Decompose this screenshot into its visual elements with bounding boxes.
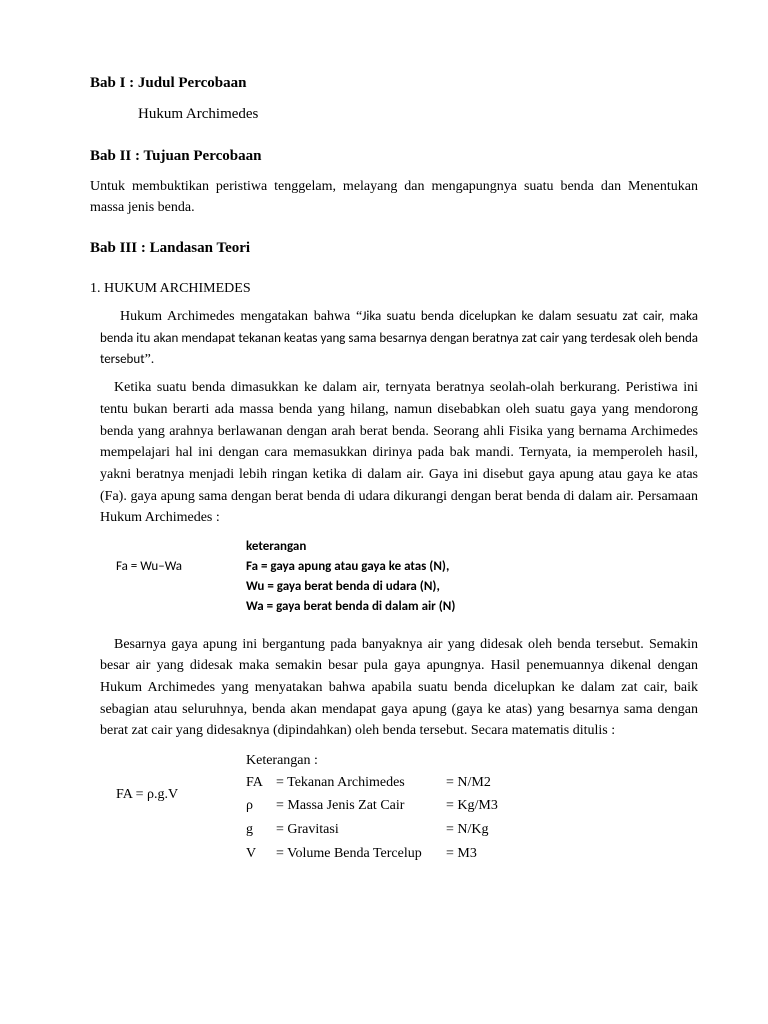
eq2-row-1: FA = Tekanan Archimedes = N/M2 <box>246 772 698 794</box>
eq1-row-3: Wa = gaya berat benda di dalam air (N) <box>246 597 698 617</box>
eq2-r2-def: = Massa Jenis Zat Cair <box>276 795 446 817</box>
eq1-keterangan: keterangan Fa = gaya apung atau gaya ke … <box>246 537 698 618</box>
eq1-row-2: Wu = gaya berat benda di udara (N), <box>246 577 698 597</box>
eq1-row-1: Fa = gaya apung atau gaya ke atas (N), <box>246 557 698 577</box>
eq1-formula: Fa = Wu–Wa <box>116 537 246 577</box>
content-bab2: Untuk membuktikan peristiwa tenggelam, m… <box>90 176 698 219</box>
eq2-r4-unit: = M3 <box>446 843 516 865</box>
eq2-ket-label: Keterangan : <box>246 750 698 772</box>
paragraph-2: Ketika suatu benda dimasukkan ke dalam a… <box>90 377 698 529</box>
content-bab1: Hukum Archimedes <box>90 103 698 126</box>
section-bab2: Bab II : Tujuan Percobaan Untuk membukti… <box>90 145 698 220</box>
subheading-hukum: 1. HUKUM ARCHIMEDES <box>90 278 698 300</box>
eq2-r1-sym: FA <box>246 772 276 794</box>
eq2-r1-def: = Tekanan Archimedes <box>276 772 446 794</box>
eq2-r3-def: = Gravitasi <box>276 819 446 841</box>
paragraph-3: Besarnya gaya apung ini bergantung pada … <box>90 634 698 742</box>
eq2-formula: FA = ρ.g.V <box>116 750 246 806</box>
equation-block-1: Fa = Wu–Wa keterangan Fa = gaya apung at… <box>90 537 698 618</box>
eq1-ket-label: keterangan <box>246 537 698 557</box>
eq2-r2-unit: = Kg/M3 <box>446 795 516 817</box>
section-bab3: Bab III : Landasan Teori 1. HUKUM ARCHIM… <box>90 237 698 866</box>
eq2-r2-sym: ρ <box>246 795 276 817</box>
paragraph-1: Hukum Archimedes mengatakan bahwa “Jika … <box>90 306 698 371</box>
eq2-row-3: g = Gravitasi = N/Kg <box>246 819 698 841</box>
eq2-r3-sym: g <box>246 819 276 841</box>
eq2-keterangan: Keterangan : FA = Tekanan Archimedes = N… <box>246 750 698 866</box>
eq2-row-4: V = Volume Benda Tercelup = M3 <box>246 843 698 865</box>
eq2-r4-sym: V <box>246 843 276 865</box>
heading-bab2: Bab II : Tujuan Percobaan <box>90 145 698 168</box>
heading-bab1: Bab I : Judul Percobaan <box>90 72 698 95</box>
eq2-r1-unit: = N/M2 <box>446 772 516 794</box>
heading-bab3: Bab III : Landasan Teori <box>90 237 698 260</box>
eq2-r4-def: = Volume Benda Tercelup <box>276 843 446 865</box>
section-bab1: Bab I : Judul Percobaan Hukum Archimedes <box>90 72 698 127</box>
eq2-r3-unit: = N/Kg <box>446 819 516 841</box>
eq2-row-2: ρ = Massa Jenis Zat Cair = Kg/M3 <box>246 795 698 817</box>
equation-block-2: FA = ρ.g.V Keterangan : FA = Tekanan Arc… <box>90 750 698 866</box>
p1-run-a: Hukum Archimedes mengatakan bahwa “ <box>120 309 362 324</box>
p1-run-c: ”. <box>145 352 155 367</box>
